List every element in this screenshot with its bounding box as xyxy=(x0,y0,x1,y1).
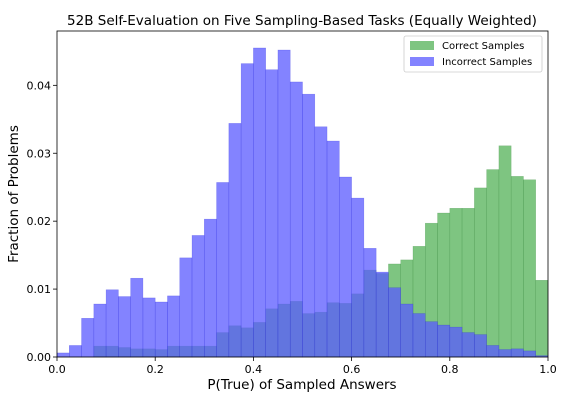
incorrect-samples-series xyxy=(56,47,549,358)
incorrect-bar xyxy=(449,326,463,358)
incorrect-bar xyxy=(142,297,156,358)
incorrect-bar xyxy=(289,81,303,358)
incorrect-bar xyxy=(167,295,180,358)
incorrect-bar xyxy=(474,334,487,358)
legend-label-incorrect: Incorrect Samples xyxy=(442,57,532,68)
incorrect-bar xyxy=(253,47,266,358)
legend-box xyxy=(403,35,543,73)
incorrect-bar xyxy=(130,277,144,358)
incorrect-bar xyxy=(523,350,536,358)
incorrect-bar xyxy=(105,289,119,358)
x-axis-label: P(True) of Sampled Answers xyxy=(207,377,396,393)
y-axis-label: Fraction of Problems xyxy=(6,125,22,263)
incorrect-bar xyxy=(277,49,291,358)
incorrect-bar xyxy=(351,197,365,358)
incorrect-bar xyxy=(326,140,340,358)
correct-bar xyxy=(474,187,487,358)
y-tick-label: 0.02 xyxy=(27,215,52,228)
x-tick-label: 0.8 xyxy=(441,363,459,376)
incorrect-bar xyxy=(314,126,328,358)
incorrect-bar xyxy=(154,301,168,358)
y-axis-ticks: 0.00 0.01 0.02 0.03 0.04 xyxy=(27,79,57,364)
incorrect-bar xyxy=(81,318,95,358)
incorrect-bar xyxy=(118,296,131,358)
incorrect-bar xyxy=(461,332,475,358)
incorrect-bar xyxy=(363,248,377,358)
incorrect-bar xyxy=(93,303,107,358)
incorrect-bar xyxy=(228,123,242,358)
x-tick-label: 0.6 xyxy=(343,363,361,376)
incorrect-bar xyxy=(498,349,512,358)
incorrect-bar xyxy=(375,271,389,358)
incorrect-bar xyxy=(486,345,500,358)
incorrect-bar xyxy=(412,313,426,358)
incorrect-bar xyxy=(388,287,401,358)
incorrect-bar xyxy=(510,348,524,358)
y-tick-label: 0.04 xyxy=(27,79,52,92)
chart-title: 52B Self-Evaluation on Five Sampling-Bas… xyxy=(67,13,537,29)
incorrect-bar xyxy=(216,182,230,358)
incorrect-bar xyxy=(302,93,316,358)
x-tick-label: 0.4 xyxy=(245,363,263,376)
y-tick-label: 0.00 xyxy=(27,351,52,364)
incorrect-bar xyxy=(56,352,70,358)
correct-bar xyxy=(510,176,524,358)
incorrect-bar xyxy=(425,321,438,358)
plot-frame xyxy=(56,30,549,358)
x-tick-label: 1.0 xyxy=(539,363,557,376)
incorrect-bar xyxy=(191,235,205,358)
legend-swatch-incorrect xyxy=(410,57,434,66)
legend-swatch-correct xyxy=(410,41,434,50)
incorrect-bar xyxy=(69,345,82,358)
incorrect-bar xyxy=(240,63,254,358)
x-axis-ticks: 0.0 0.2 0.4 0.6 0.8 1.0 xyxy=(48,357,557,376)
incorrect-bar xyxy=(204,218,217,358)
x-tick-label: 0.2 xyxy=(146,363,164,376)
incorrect-bar xyxy=(400,303,414,358)
correct-bar xyxy=(535,280,549,358)
correct-bar xyxy=(498,145,512,358)
correct-bar xyxy=(486,169,500,358)
incorrect-bar xyxy=(265,69,279,358)
legend-label-correct: Correct Samples xyxy=(442,41,524,52)
y-tick-label: 0.01 xyxy=(27,283,52,296)
incorrect-bar xyxy=(339,176,352,358)
incorrect-bar xyxy=(179,257,193,358)
correct-bar xyxy=(523,179,536,358)
x-tick-label: 0.0 xyxy=(48,363,66,376)
incorrect-bar xyxy=(437,324,451,358)
legend: Correct Samples Incorrect Samples xyxy=(403,35,543,73)
y-tick-label: 0.03 xyxy=(27,147,52,160)
